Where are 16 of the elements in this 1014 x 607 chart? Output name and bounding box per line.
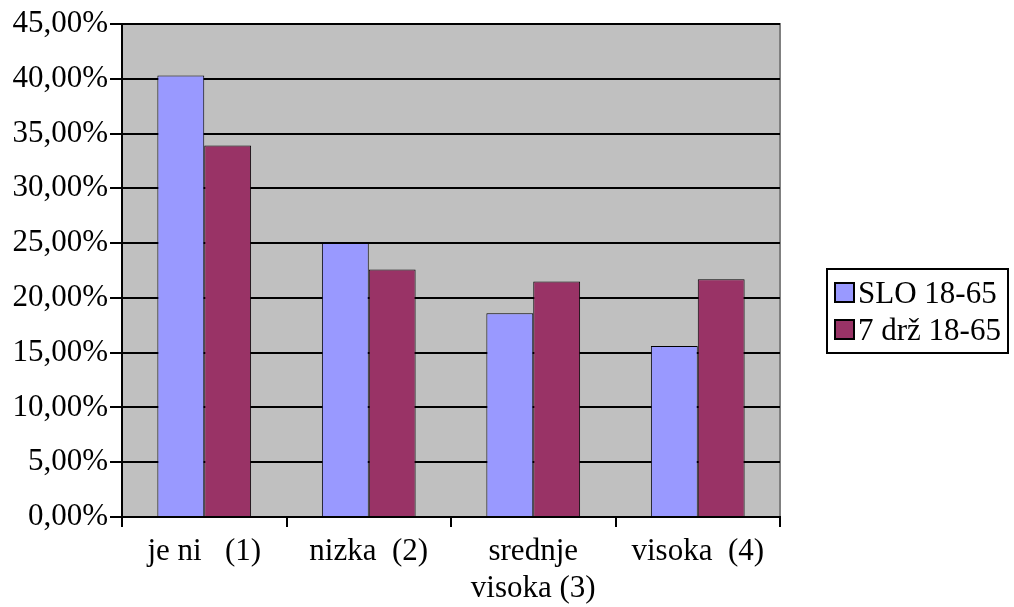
y-tick-label: 30,00%	[12, 168, 108, 204]
x-tick-label: visoka (4)	[631, 531, 765, 567]
y-tick-label: 10,00%	[12, 387, 108, 423]
y-tick-label: 40,00%	[12, 58, 108, 94]
y-tick-label: 15,00%	[12, 332, 108, 368]
y-tick-label: 5,00%	[27, 442, 108, 478]
x-tick-label: nizka (2)	[309, 531, 429, 567]
legend-label: 7 drž 18-65	[858, 310, 1001, 348]
legend-label: SLO 18-65	[858, 273, 997, 311]
y-tick-label: 20,00%	[12, 278, 108, 314]
y-tick-label: 35,00%	[12, 113, 108, 149]
x-tick-label: srednje visoka (3)	[470, 531, 596, 604]
x-tick-label: je ni (1)	[146, 531, 262, 567]
y-tick-label: 25,00%	[12, 223, 108, 259]
y-tick-label: 0,00%	[27, 497, 108, 533]
y-tick-label: 45,00%	[12, 4, 108, 40]
